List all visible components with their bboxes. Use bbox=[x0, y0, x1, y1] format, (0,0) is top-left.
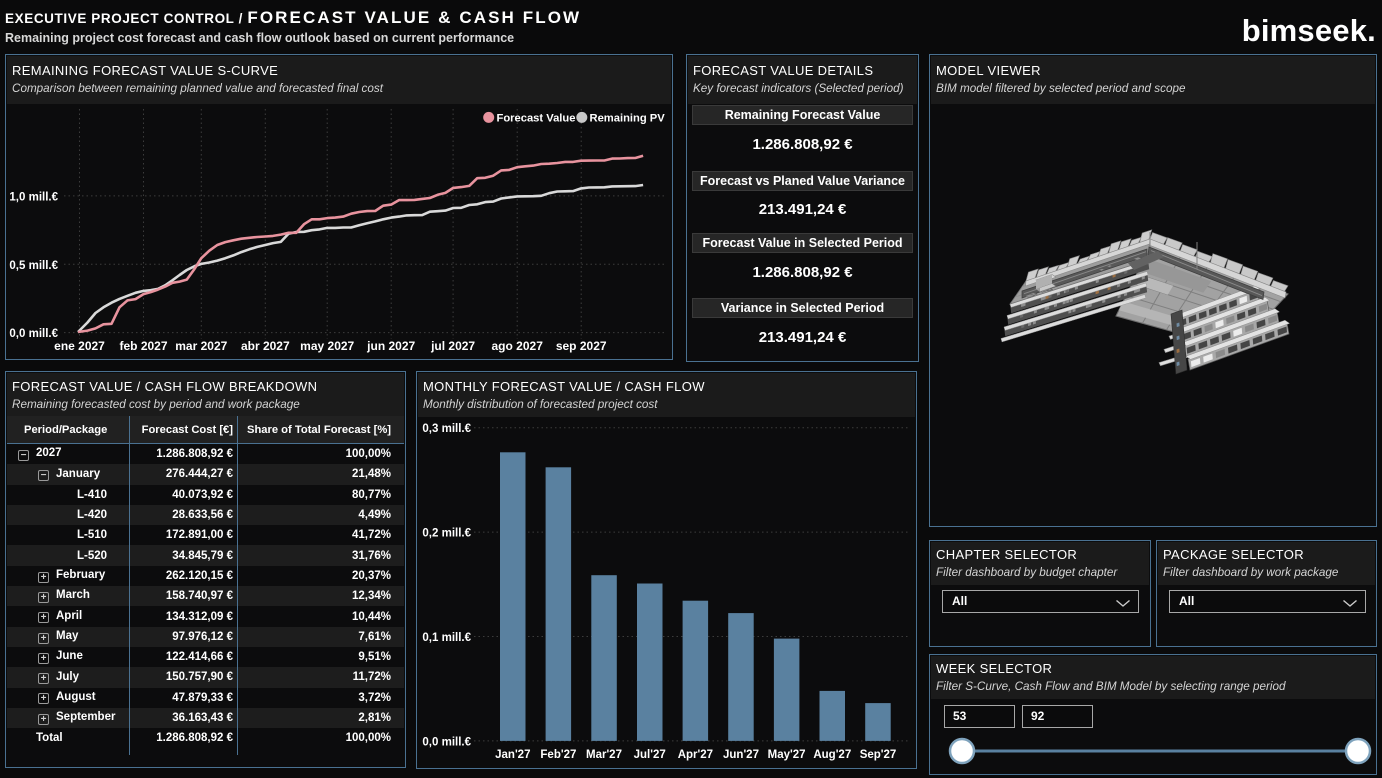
svg-text:Aug'27: Aug'27 bbox=[813, 749, 851, 761]
svg-text:Sep'27: Sep'27 bbox=[860, 749, 897, 761]
svg-text:0,0 mill.€: 0,0 mill.€ bbox=[422, 736, 471, 748]
svg-text:0,2 mill.€: 0,2 mill.€ bbox=[422, 528, 471, 540]
svg-text:feb 2027: feb 2027 bbox=[119, 339, 167, 353]
svg-text:ago 2027: ago 2027 bbox=[492, 339, 544, 353]
svg-text:Jan'27: Jan'27 bbox=[495, 749, 530, 761]
svg-text:Jun'27: Jun'27 bbox=[723, 749, 759, 761]
svg-text:may 2027: may 2027 bbox=[300, 339, 354, 353]
svg-text:0,0 mill.€: 0,0 mill.€ bbox=[9, 328, 58, 340]
svg-text:Jul'27: Jul'27 bbox=[634, 749, 666, 761]
svg-text:Forecast Value: Forecast Value bbox=[497, 113, 576, 125]
svg-text:ene 2027: ene 2027 bbox=[54, 339, 105, 353]
svg-text:abr 2027: abr 2027 bbox=[241, 339, 290, 353]
svg-text:0,1 mill.€: 0,1 mill.€ bbox=[422, 632, 471, 644]
svg-text:0,3 mill.€: 0,3 mill.€ bbox=[422, 423, 471, 435]
svg-text:sep 2027: sep 2027 bbox=[556, 339, 607, 353]
svg-text:1,0 mill.€: 1,0 mill.€ bbox=[9, 191, 58, 203]
svg-text:mar 2027: mar 2027 bbox=[175, 339, 227, 353]
svg-text:Feb'27: Feb'27 bbox=[540, 749, 576, 761]
svg-text:jun 2027: jun 2027 bbox=[366, 339, 415, 353]
svg-text:Mar'27: Mar'27 bbox=[586, 749, 622, 761]
svg-text:Apr'27: Apr'27 bbox=[678, 749, 713, 761]
svg-text:May'27: May'27 bbox=[768, 749, 806, 761]
svg-text:0,5 mill.€: 0,5 mill.€ bbox=[9, 260, 58, 272]
svg-text:Remaining PV: Remaining PV bbox=[590, 113, 666, 125]
svg-text:jul 2027: jul 2027 bbox=[430, 339, 475, 353]
